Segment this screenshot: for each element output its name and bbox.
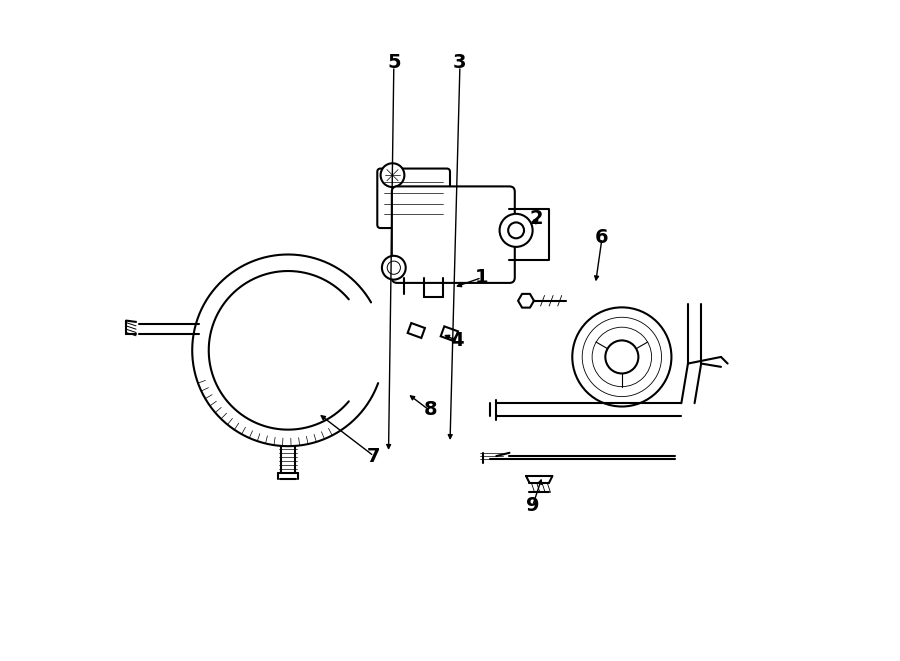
Circle shape xyxy=(387,261,400,274)
Text: 3: 3 xyxy=(454,54,467,72)
Circle shape xyxy=(382,256,406,280)
Circle shape xyxy=(572,307,671,407)
Text: 1: 1 xyxy=(475,268,489,287)
Text: 2: 2 xyxy=(529,209,543,227)
Text: 7: 7 xyxy=(367,447,381,465)
Text: 6: 6 xyxy=(595,229,608,247)
Circle shape xyxy=(381,163,404,187)
Circle shape xyxy=(606,340,638,373)
Text: 4: 4 xyxy=(450,331,464,350)
Bar xyxy=(408,323,425,338)
Text: 5: 5 xyxy=(387,54,400,72)
FancyBboxPatch shape xyxy=(392,186,515,283)
Circle shape xyxy=(508,222,524,239)
Text: 9: 9 xyxy=(526,496,539,515)
Text: 8: 8 xyxy=(423,401,437,419)
FancyBboxPatch shape xyxy=(377,169,450,228)
Circle shape xyxy=(500,214,533,247)
Bar xyxy=(441,327,458,341)
